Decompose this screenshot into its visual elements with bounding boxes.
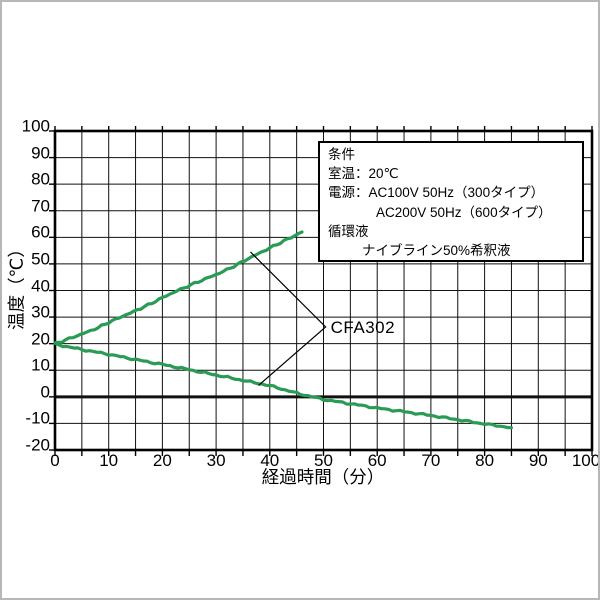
x-tick-label: 90 [528, 451, 548, 470]
x-tick-label: 100 [571, 451, 600, 470]
y-tick-label: 20 [31, 329, 50, 349]
y-tick-label: 0 [40, 382, 50, 402]
callout-line [250, 251, 327, 386]
heating-curve [53, 230, 304, 345]
y-tick-label: 50 [31, 249, 50, 269]
x-tick-label: 40 [260, 451, 280, 470]
y-axis-title: 温度（℃） [6, 240, 27, 330]
condition-line: 電源：AC100V 50Hz（300タイプ） [328, 185, 545, 201]
y-tick-label: 30 [31, 302, 50, 322]
cooling-curve [53, 341, 513, 430]
y-tick-label: 60 [31, 222, 50, 242]
condition-line: 条件 [328, 147, 355, 162]
x-tick-label: 0 [50, 451, 60, 470]
condition-box: 条件室温：20℃ 電源：AC100V 50Hz（300タイプ） AC200V 50H… [318, 141, 584, 262]
y-tick-label: 40 [31, 276, 50, 295]
x-tick-label: 10 [99, 451, 119, 470]
condition-line: AC200V 50Hz（600タイプ） [376, 204, 552, 220]
y-tick-label: 10 [31, 355, 50, 375]
y-tick-label: 90 [31, 143, 50, 163]
condition-line: 循環液 [328, 223, 369, 239]
plot-border [53, 129, 594, 452]
x-tick-label: 20 [152, 451, 172, 470]
x-tick-label: 60 [367, 451, 387, 470]
y-tick-label: 100 [21, 116, 50, 136]
y-tick-label: 70 [31, 196, 50, 216]
condition-line: ナイブライン50%希釈液 [362, 243, 511, 259]
x-axis-title: 経過時間（分） [261, 467, 385, 487]
x-tick-label: 80 [475, 451, 495, 470]
series-annotation: CFA302 [330, 317, 396, 337]
y-tick-label: -20 [25, 435, 50, 455]
x-tick-label: 50 [314, 451, 333, 470]
y-tick-label: -10 [25, 408, 50, 428]
x-tick-label: 70 [421, 451, 441, 470]
y-tick-label: 80 [31, 169, 50, 189]
x-tick-label: 30 [206, 451, 226, 470]
condition-line: 室温：20℃ [328, 166, 399, 182]
